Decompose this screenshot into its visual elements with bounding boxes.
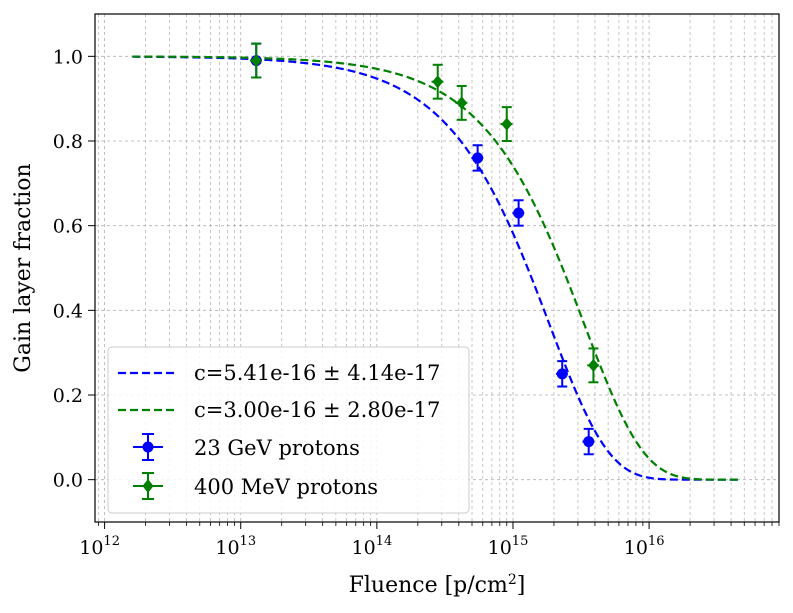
data-point-green-3	[500, 106, 513, 142]
data-point-blue-4	[582, 427, 595, 456]
diamond-marker	[501, 117, 513, 131]
y-axis-label: Gain layer fraction	[11, 163, 36, 372]
data-point-blue-1	[471, 144, 484, 172]
data-point-green-4	[587, 347, 600, 384]
y-tick-label: 0.8	[53, 131, 83, 153]
y-tick-label: 0.6	[53, 216, 83, 238]
data-point-green-1	[431, 63, 444, 100]
plot-frame	[94, 13, 780, 523]
diamond-marker	[456, 96, 468, 110]
diamond-marker	[587, 358, 599, 372]
x-axis-label-superscript: 2	[508, 572, 517, 588]
x-tick-label: 1014	[351, 534, 392, 559]
legend-box	[107, 346, 470, 514]
x-tick-label: 1016	[624, 534, 665, 559]
legend-series-blue-marker	[133, 433, 163, 461]
y-tick-label: 0.0	[53, 470, 83, 492]
legend-series-green-marker	[133, 472, 163, 500]
diamond-marker	[432, 75, 444, 89]
legend-fit-blue-label: c=5.41e-16 ± 4.14e-17	[194, 361, 440, 385]
legend-series-green-label: 400 MeV protons	[194, 475, 378, 499]
circle-marker	[513, 207, 525, 219]
x-axis-label: Fluence [p/cm2]	[349, 572, 526, 598]
data-point-green-0	[250, 42, 262, 79]
fit-curve-green	[132, 55, 741, 481]
circle-marker	[583, 436, 595, 448]
fit-curves	[132, 55, 741, 481]
legend: c=5.41e-16 ± 4.14e-17 c=3.00e-16 ± 2.80e…	[107, 346, 470, 514]
data-points	[250, 42, 600, 456]
x-tick-label: 1013	[215, 534, 256, 559]
legend-fit-green-label: c=3.00e-16 ± 2.80e-17	[194, 398, 440, 422]
x-axis-label-main: Fluence [p/cm	[349, 573, 508, 598]
circle-marker	[472, 152, 484, 164]
legend-series-blue-label: 23 GeV protons	[194, 436, 360, 460]
y-tick-label: 0.4	[53, 300, 83, 322]
circle-marker	[556, 368, 568, 380]
data-point-blue-2	[512, 199, 525, 227]
x-axis-label-close: ]	[517, 573, 526, 598]
y-tick-label: 1.0	[53, 46, 83, 68]
data-point-green-2	[455, 84, 468, 121]
x-tick-label: 1012	[79, 534, 120, 559]
x-tick-label: 1015	[488, 534, 529, 559]
axis-ticks: 1012 1013 1014 1015 1016 0.0 0.2 0.4 0.6 0.8 1.0	[53, 46, 780, 559]
diamond-marker	[250, 54, 262, 68]
data-point-blue-3	[555, 360, 568, 388]
y-tick-label: 0.2	[53, 385, 83, 407]
grid	[95, 14, 780, 522]
